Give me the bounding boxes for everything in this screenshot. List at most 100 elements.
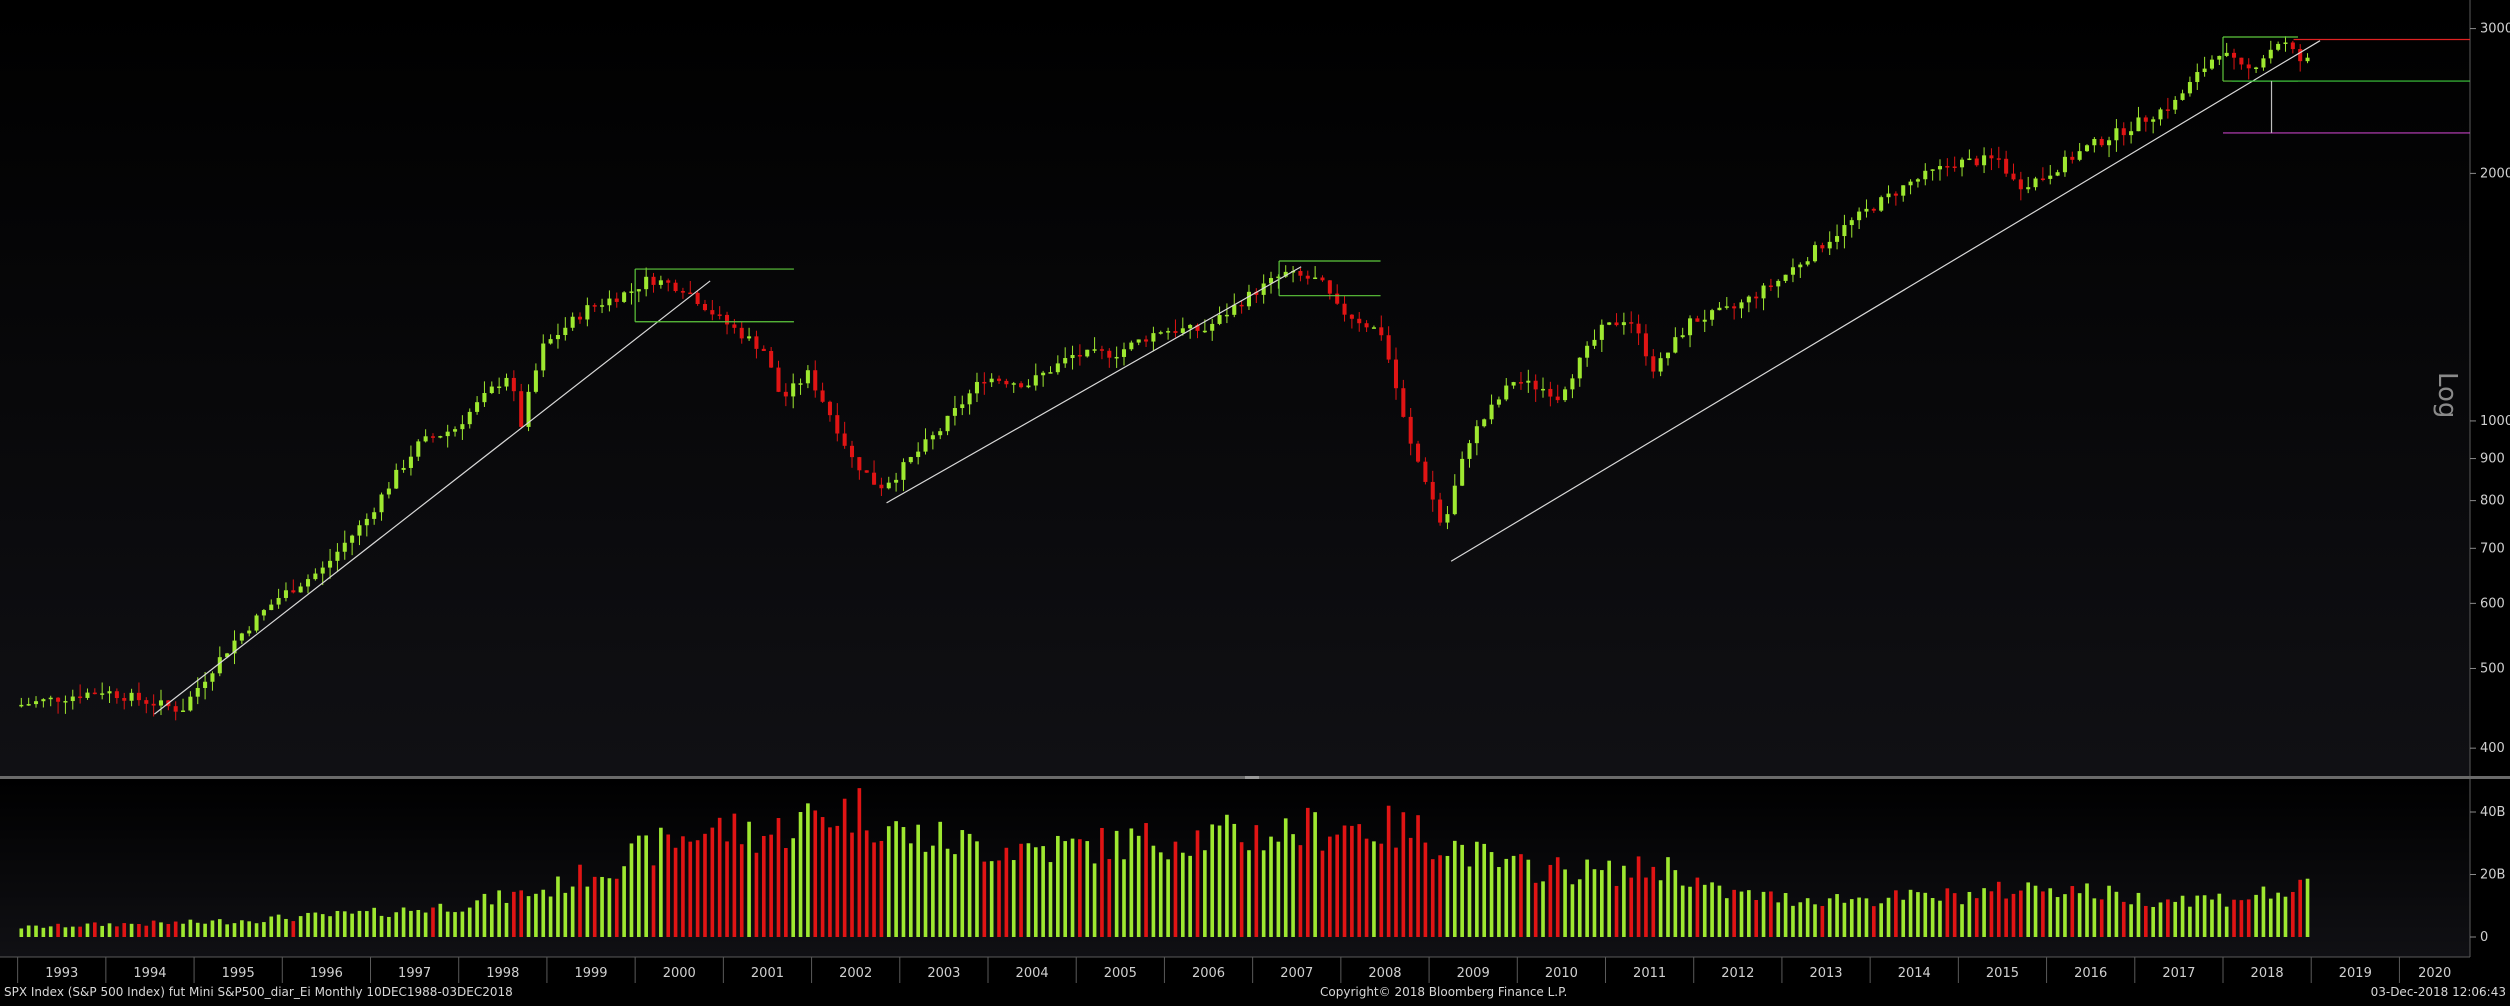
candle-body [894, 479, 899, 483]
volume-bar [673, 847, 678, 937]
volume-bar [1864, 898, 1869, 937]
candle-body [886, 482, 891, 489]
volume-bar [1217, 825, 1222, 937]
candle-body [1643, 333, 1648, 357]
volume-bar [159, 922, 163, 937]
volume-bar [931, 845, 935, 937]
candle-body [511, 377, 516, 392]
volume-bar [1114, 830, 1119, 937]
candle-body [820, 390, 825, 402]
candle-body [1732, 306, 1737, 309]
volume-bar [2276, 892, 2280, 937]
candle-body [1923, 170, 1928, 180]
candle-body [1004, 380, 1009, 385]
price-tick-label: 800 [2480, 494, 2505, 509]
volume-bar [1158, 852, 1163, 937]
candle-body [2129, 131, 2134, 136]
volume-bar [1982, 888, 1986, 937]
volume-bar [115, 926, 119, 937]
candle-body [1166, 331, 1171, 333]
volume-bar [482, 893, 487, 937]
trendline [154, 280, 711, 715]
log-scale-label[interactable]: Log [2432, 372, 2462, 419]
candle-body [688, 292, 693, 295]
volume-bar [519, 890, 524, 937]
volume-bar [2246, 899, 2251, 937]
volume-tick-label: 20B [2480, 868, 2505, 883]
candle-body [1945, 166, 1950, 168]
volume-bar [754, 852, 759, 937]
volume-bar [717, 817, 722, 937]
volume-bar [320, 914, 325, 937]
volume-bar [2224, 906, 2229, 937]
volume-bar [975, 841, 979, 937]
volume-bar [2217, 893, 2222, 937]
candle-body [585, 305, 590, 320]
volume-bar [1607, 860, 1611, 937]
volume-bar [26, 925, 31, 937]
year-label: 2010 [1545, 966, 1578, 981]
candle-body [570, 316, 575, 328]
candle-body [747, 336, 752, 339]
volume-bar [1445, 855, 1450, 937]
volume-bar [137, 924, 141, 937]
volume-bar [813, 810, 818, 937]
volume-bar [703, 833, 707, 937]
year-label: 2004 [1016, 966, 1049, 981]
price-tick-label: 400 [2480, 741, 2505, 756]
volume-bar [445, 911, 450, 937]
volume-bar [1798, 902, 1803, 937]
volume-bar [1908, 889, 1913, 937]
candle-body [2290, 42, 2295, 50]
time-axis: 1993 1994 1995 1996 1997 1998 1999 2000 2001 2002… [0, 956, 2470, 983]
volume-bar [387, 916, 391, 937]
volume-bar [1989, 891, 1994, 937]
volume-bar [2180, 895, 2185, 937]
candle-body [1379, 327, 1384, 336]
volume-bar [2070, 886, 2075, 937]
volume-bar [1945, 888, 1950, 937]
candle-body [379, 494, 384, 513]
candle-body [1305, 275, 1310, 279]
volume-bar [2254, 894, 2258, 937]
candle-body [1960, 159, 1965, 168]
volume-bar [2055, 897, 2060, 937]
volume-bar [2121, 901, 2126, 937]
candle-body [2062, 156, 2067, 173]
candle-body [1261, 283, 1266, 295]
candle-body [19, 704, 24, 707]
candle-body [1857, 211, 1862, 221]
footer-copyright: Copyright© 2018 Bloomberg Finance L.P. [1320, 985, 1568, 999]
year-label: 2012 [1721, 966, 1754, 981]
volume-bar [1364, 838, 1369, 937]
volume-bar [1180, 852, 1185, 937]
year-label: 2008 [1368, 966, 1401, 981]
volume-bar [1930, 898, 1935, 937]
volume-bar [1871, 906, 1876, 937]
volume-bar [1666, 857, 1670, 937]
volume-bar [1952, 893, 1957, 937]
candle-body [1967, 158, 1972, 161]
candle-body [1371, 327, 1376, 329]
candle-body [1173, 331, 1178, 333]
candle-body [872, 472, 877, 485]
candle-body [908, 457, 913, 463]
volume-bar [269, 916, 274, 937]
volume-bar [2239, 900, 2244, 937]
candle-body [2077, 151, 2082, 160]
candle-body [1011, 383, 1016, 385]
candle-body [1636, 323, 1641, 334]
volume-bar [475, 900, 479, 937]
candle-body [2070, 156, 2075, 160]
volume-bar [534, 893, 538, 937]
volume-bar [1026, 843, 1031, 937]
volume-bar [328, 916, 332, 937]
volume-bar [195, 922, 200, 937]
volume-bar [967, 833, 972, 937]
volume-bar [1519, 854, 1523, 937]
price-tick-label: 3000 [2480, 22, 2510, 37]
volume-bar [1357, 824, 1362, 937]
pane-divider-grip[interactable] [1245, 776, 1259, 779]
candle-body [1393, 359, 1399, 389]
